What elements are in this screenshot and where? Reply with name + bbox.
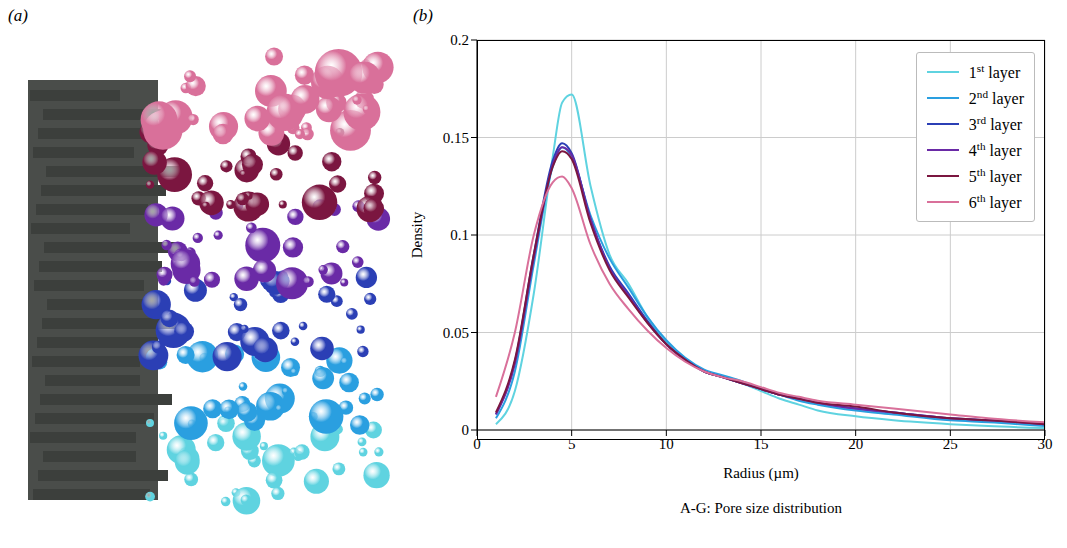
html-text:(b): (b)	[413, 6, 433, 25]
html-text:A-G: Pore size distribution: A-G: Pore size distribution	[680, 500, 842, 516]
html-text:5thlayer: 5thlayer	[968, 165, 1022, 186]
html-text:4thlayer: 4thlayer	[968, 139, 1022, 160]
svg-text:Density: Density	[409, 211, 425, 258]
svg-text:15: 15	[754, 436, 769, 452]
svg-text:0.05: 0.05	[443, 325, 469, 341]
svg-text:30: 30	[1038, 436, 1053, 452]
svg-text:0.2: 0.2	[450, 32, 469, 48]
svg-text:0.1: 0.1	[450, 227, 469, 243]
html-text:(a): (a)	[8, 6, 28, 25]
svg-text:25: 25	[943, 436, 958, 452]
html-text:6thlayer: 6thlayer	[968, 191, 1022, 212]
svg-text:0.15: 0.15	[443, 130, 469, 146]
svg-text:Radius (µm): Radius (µm)	[723, 465, 799, 482]
svg-text:0: 0	[462, 422, 470, 438]
svg-text:10: 10	[659, 436, 674, 452]
html-text:1stlayer: 1stlayer	[968, 61, 1021, 82]
svg-text:5: 5	[568, 436, 576, 452]
svg-text:0: 0	[473, 436, 481, 452]
html-text:2ndlayer: 2ndlayer	[968, 87, 1024, 108]
svg-text:20: 20	[848, 436, 863, 452]
html-text:3rdlayer: 3rdlayer	[968, 113, 1023, 134]
